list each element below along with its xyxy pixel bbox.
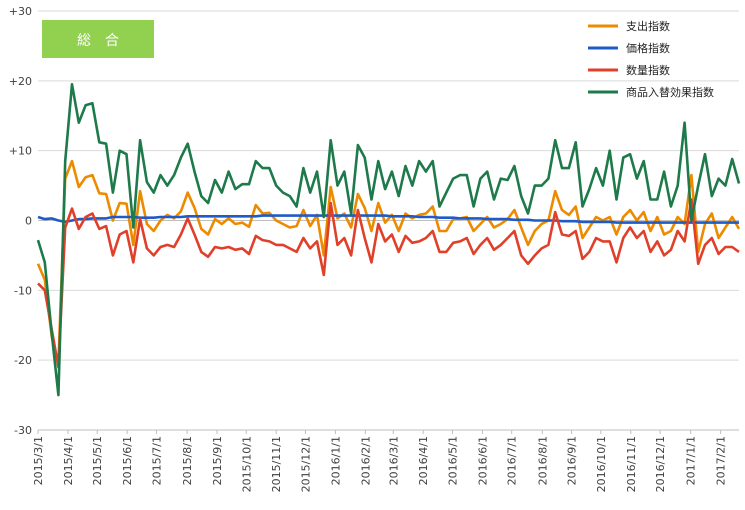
y-tick-label: -30	[14, 424, 32, 437]
x-tick-label: 2016/8/1	[536, 436, 549, 485]
x-tick-label: 2015/7/1	[150, 436, 163, 485]
y-tick-label: 0	[25, 215, 32, 228]
x-tick-label: 2015/9/1	[211, 436, 224, 485]
series-line-1	[37, 214, 739, 224]
x-tick-label: 2016/6/1	[476, 436, 489, 485]
series-line-3	[36, 83, 741, 397]
x-tick-label: 2016/7/1	[506, 436, 519, 485]
y-axis-ticks: +30 +20 +10 0 -10 -20 -30	[9, 5, 32, 437]
x-tick-label: 2016/11/1	[625, 436, 638, 492]
x-tick-label: 2015/3/1	[32, 436, 45, 485]
x-tick-label: 2016/1/1	[329, 436, 342, 485]
y-tick-label: -10	[14, 284, 32, 297]
series-lines	[36, 83, 741, 397]
x-tick-label: 2016/10/1	[595, 436, 608, 492]
x-tick-label: 2016/2/1	[359, 436, 372, 485]
x-axis-ticks: 2015/3/1 2015/4/1 2015/5/1 2015/6/1 2015/7/1…	[32, 430, 728, 492]
x-tick-label: 2015/11/1	[270, 436, 283, 492]
x-tick-label: 2015/10/1	[240, 436, 253, 492]
x-tick-label: 2016/4/1	[417, 436, 430, 485]
x-tick-label: 2016/12/1	[654, 436, 667, 492]
x-tick-label: 2017/2/1	[715, 436, 728, 485]
x-tick-label: 2017/1/1	[685, 436, 698, 485]
y-tick-label: +30	[9, 5, 32, 18]
x-tick-label: 2015/6/1	[121, 436, 134, 485]
x-tick-label: 2015/12/1	[299, 436, 312, 492]
x-tick-label: 2015/5/1	[91, 436, 104, 485]
legend-label: 支出指数	[626, 19, 670, 33]
legend-label: 数量指数	[626, 63, 670, 77]
x-tick-label: 2015/4/1	[62, 436, 75, 485]
y-tick-label: -20	[14, 354, 32, 367]
legend-label: 商品入替効果指数	[626, 85, 714, 99]
chart-title: 総 合	[77, 33, 119, 49]
y-tick-label: +20	[9, 75, 32, 88]
x-tick-label: 2016/3/1	[387, 436, 400, 485]
chart-title-box: 総 合	[42, 20, 154, 58]
x-tick-label: 2016/5/1	[446, 436, 459, 485]
series-line-2	[37, 198, 740, 369]
series-line-0	[36, 159, 741, 366]
legend-label: 価格指数	[626, 41, 670, 55]
x-tick-label: 2016/9/1	[566, 436, 579, 485]
x-tick-label: 2015/8/1	[181, 436, 194, 485]
y-tick-label: +10	[9, 145, 32, 158]
